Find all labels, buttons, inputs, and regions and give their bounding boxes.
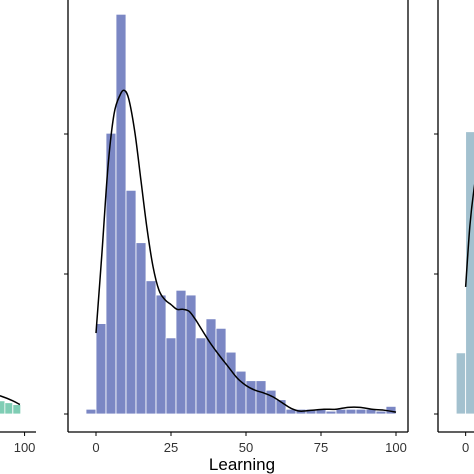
center-histogram-bar <box>375 410 387 415</box>
center-histogram-bar <box>115 13 127 415</box>
right-histogram-bar <box>455 352 467 415</box>
center-histogram-bar <box>95 323 107 415</box>
center-histogram-bar <box>195 337 207 415</box>
center-density-curve <box>95 89 397 413</box>
center-histogram-bar <box>145 280 157 415</box>
center-histogram-bar <box>205 318 217 415</box>
center-histogram-bar <box>215 327 227 415</box>
center-histogram-bar <box>255 380 267 415</box>
right-histogram-panel: 0 <box>434 0 474 455</box>
center-histogram-bar <box>345 408 357 415</box>
center-x-tick-label: 25 <box>164 440 178 455</box>
right-density-curve <box>464 183 474 288</box>
center-histogram-bar <box>335 408 347 415</box>
right-histogram-bar <box>465 131 474 415</box>
center-x-tick-label: 75 <box>314 440 328 455</box>
left-histogram-panel: 100 <box>0 395 36 455</box>
center-histogram-bar <box>85 408 97 415</box>
center-histogram-bar <box>275 399 287 415</box>
center-histogram-panel: 0 25 50 75 100 Learning <box>64 0 409 474</box>
center-histogram-bar <box>155 294 167 415</box>
center-histogram-bar <box>165 337 177 415</box>
center-histogram-bar <box>125 189 137 415</box>
left-density-curve <box>0 395 21 406</box>
right-x-tick-label: 0 <box>462 440 469 455</box>
left-histogram-bar <box>12 404 22 415</box>
center-histogram-bar <box>135 242 147 415</box>
center-histogram-bar <box>355 408 367 415</box>
center-x-tick-label: 0 <box>92 440 99 455</box>
left-x-tick-label: 100 <box>14 440 36 455</box>
center-x-axis-title: Learning <box>209 455 275 474</box>
center-histogram-bar <box>325 410 337 415</box>
center-x-tick-label: 100 <box>385 440 407 455</box>
left-histogram-bar <box>0 400 6 415</box>
center-histogram-bar <box>225 351 237 415</box>
center-x-tick-label: 50 <box>239 440 253 455</box>
left-histogram-bar <box>4 402 14 415</box>
